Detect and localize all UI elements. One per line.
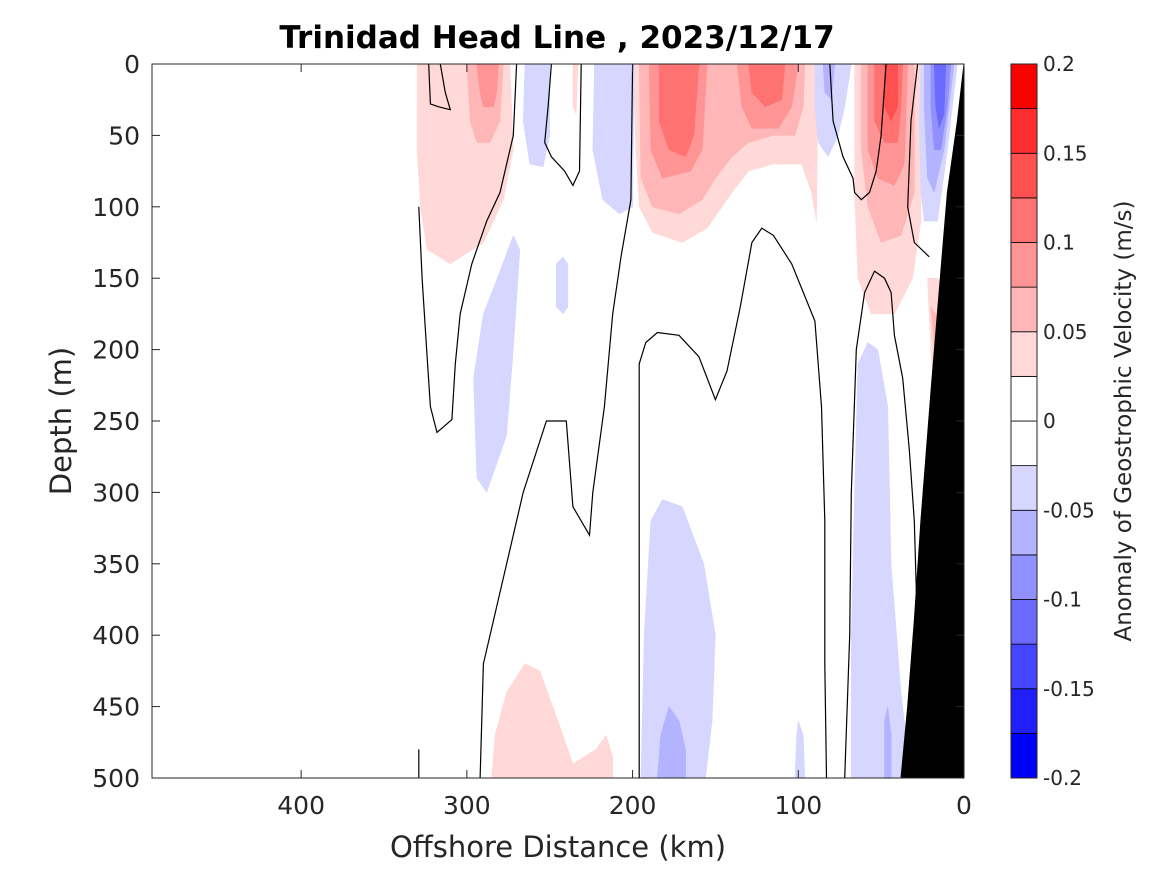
y-tick-label-400: 400 xyxy=(92,621,140,650)
plot-area xyxy=(151,63,965,779)
y-tick-label-450: 450 xyxy=(92,693,140,722)
chart-title: Trinidad Head Line , 2023/12/17 xyxy=(279,20,834,56)
colorbar-tick-label-7: -0.15 xyxy=(1043,677,1095,701)
positive-anomaly-region-16 xyxy=(572,64,579,115)
negative-anomaly-region-5 xyxy=(657,706,686,778)
negative-anomaly-region-7 xyxy=(851,342,912,778)
bathymetry-shelf xyxy=(900,64,964,778)
zero-contour-lines xyxy=(418,64,930,778)
colorbar-frame xyxy=(1010,63,1038,779)
y-tick-label-100: 100 xyxy=(92,193,140,222)
x-tick-label-0: 0 xyxy=(956,791,972,820)
y-tick-label-350: 350 xyxy=(92,550,140,579)
zero-contour-6 xyxy=(829,64,887,201)
zero-contour-8 xyxy=(907,64,930,258)
colorbar-band-0 xyxy=(1010,732,1038,779)
colorbar-band-9 xyxy=(1010,331,1038,377)
negative-anomaly-region-3 xyxy=(556,256,569,315)
x-axis-label: Offshore Distance (km) xyxy=(390,830,726,864)
positive-anomaly-region-8 xyxy=(748,64,786,108)
y-tick-label-150: 150 xyxy=(92,264,140,293)
bathymetry-group xyxy=(900,64,964,778)
negative-anomaly-region-0 xyxy=(522,64,550,168)
colorbar-band-14 xyxy=(1010,108,1038,154)
colorbar: 0.2 0.15 0.1 0.05 0 -0.05 -0.1 -0.15 -0.2 xyxy=(1010,52,1095,790)
colorbar-tick-label-5: -0.05 xyxy=(1043,498,1095,522)
y-tick-label-50: 50 xyxy=(108,121,140,150)
negative-anomaly-region-1 xyxy=(592,64,635,215)
zero-contour-4 xyxy=(544,64,582,187)
negative-anomaly-region-8 xyxy=(884,706,892,778)
y-tick-label-200: 200 xyxy=(92,336,140,365)
colorbar-band-7 xyxy=(1010,420,1038,467)
y-tick-label-300: 300 xyxy=(92,478,140,507)
colorbar-tick-label-2: 0.1 xyxy=(1043,231,1075,255)
colorbar-band-10 xyxy=(1010,286,1038,333)
colorbar-band-1 xyxy=(1010,688,1038,734)
zero-contour-3 xyxy=(479,64,634,778)
x-tick-label-300: 300 xyxy=(443,791,491,820)
colorbar-tick-label-1: 0.15 xyxy=(1043,141,1088,165)
x-axis-ticks: 400 300 200 100 0 xyxy=(277,64,972,820)
zero-contour-5 xyxy=(638,227,828,778)
negative-anomaly-region-9 xyxy=(814,64,852,158)
x-tick-label-400: 400 xyxy=(277,791,325,820)
negative-anomaly-region-2 xyxy=(473,234,521,493)
positive-anomaly-region-13 xyxy=(884,64,898,122)
colorbar-tick-label-6: -0.1 xyxy=(1043,588,1082,612)
negative-anomaly-region-4 xyxy=(640,499,716,778)
colorbar-band-6 xyxy=(1010,465,1038,511)
colorbar-band-5 xyxy=(1010,509,1038,556)
y-tick-label-0: 0 xyxy=(124,50,140,79)
y-tick-label-250: 250 xyxy=(92,407,140,436)
colorbar-band-8 xyxy=(1010,375,1038,422)
colorbar-band-15 xyxy=(1010,63,1038,110)
positive-anomaly-region-7 xyxy=(658,64,700,158)
colorbar-tick-label-4: 0 xyxy=(1043,409,1056,433)
x-tick-label-100: 100 xyxy=(774,791,822,820)
colorbar-band-4 xyxy=(1010,554,1038,600)
zero-contour-2 xyxy=(428,64,452,111)
x-tick-label-200: 200 xyxy=(609,791,657,820)
y-axis-ticks: 0 50 100 150 200 250 300 350 400 450 500 xyxy=(92,50,964,793)
colorbar-band-3 xyxy=(1010,599,1038,645)
colorbar-band-13 xyxy=(1010,152,1038,199)
colorbar-band-2 xyxy=(1010,643,1038,690)
colorbar-tick-label-8: -0.2 xyxy=(1043,766,1082,790)
colorbar-label: Anomaly of Geostrophic Velocity (m/s) xyxy=(1111,201,1137,642)
zero-contour-0 xyxy=(418,64,518,434)
positive-anomaly-region-17 xyxy=(491,663,613,778)
negative-anomaly-region-6 xyxy=(794,720,806,778)
colorbar-tick-label-0: 0.2 xyxy=(1043,52,1075,76)
colorbar-band-12 xyxy=(1010,197,1038,243)
y-axis-label: Depth (m) xyxy=(44,347,78,495)
y-tick-label-500: 500 xyxy=(92,764,140,793)
negative-anomaly-region-14 xyxy=(933,64,947,129)
colorbar-tick-label-3: 0.05 xyxy=(1043,320,1088,344)
velocity-fill-regions xyxy=(416,64,958,778)
positive-anomaly-region-2 xyxy=(476,64,499,108)
colorbar-band-11 xyxy=(1010,242,1038,288)
